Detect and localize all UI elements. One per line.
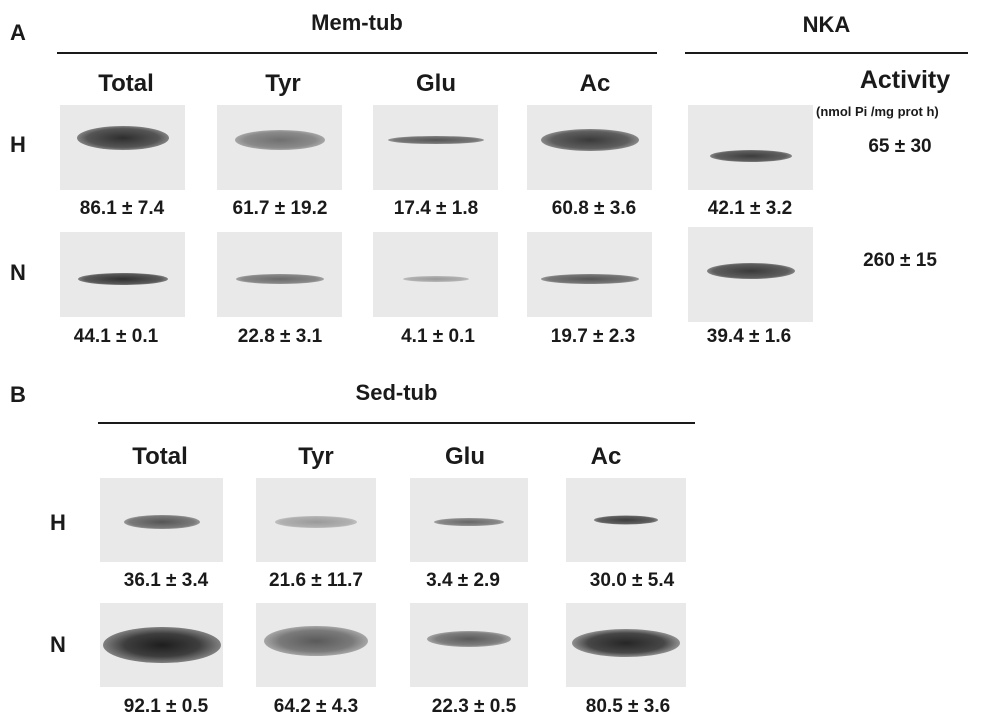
a-value-n-nka: 39.4 ± 1.6 bbox=[706, 326, 792, 347]
band bbox=[123, 515, 200, 529]
a-value-h-tyr: 61.7 ± 19.2 bbox=[232, 198, 328, 219]
mem-tub-title: Mem-tub bbox=[311, 10, 403, 35]
b-row-label-h: H bbox=[50, 510, 66, 535]
a-col-header-ac: Ac bbox=[579, 70, 611, 97]
b-value-n-glu: 22.3 ± 0.5 bbox=[431, 696, 517, 717]
a-row-label-n: N bbox=[10, 260, 26, 285]
a-blot-n-total bbox=[60, 232, 185, 317]
band bbox=[427, 631, 511, 647]
b-blot-n-glu bbox=[410, 603, 528, 687]
band bbox=[235, 273, 324, 284]
b-blot-n-tyr bbox=[256, 603, 376, 687]
b-value-h-ac: 30.0 ± 5.4 bbox=[589, 570, 675, 591]
a-value-h-ac: 60.8 ± 3.6 bbox=[551, 198, 637, 219]
b-blot-h-glu bbox=[410, 478, 528, 562]
a-activity-n: 260 ± 15 bbox=[863, 250, 937, 271]
a-blot-h-total bbox=[60, 105, 185, 190]
a-blot-h-tyr bbox=[217, 105, 342, 190]
band bbox=[264, 626, 368, 656]
b-value-n-ac: 80.5 ± 3.6 bbox=[585, 696, 671, 717]
panel-a-letter: A bbox=[10, 20, 26, 45]
b-blot-h-tyr bbox=[256, 478, 376, 562]
sed-tub-title: Sed-tub bbox=[355, 380, 438, 405]
a-blot-h-glu bbox=[373, 105, 498, 190]
a-value-n-tyr: 22.8 ± 3.1 bbox=[237, 326, 323, 347]
b-col-header-ac: Ac bbox=[590, 443, 622, 470]
band bbox=[709, 149, 792, 162]
a-value-h-glu: 17.4 ± 1.8 bbox=[393, 198, 479, 219]
a-value-n-total: 44.1 ± 0.1 bbox=[73, 326, 159, 347]
b-value-n-tyr: 64.2 ± 4.3 bbox=[273, 696, 359, 717]
band bbox=[76, 125, 169, 150]
a-blot-h-nka bbox=[688, 105, 813, 190]
a-value-h-nka: 42.1 ± 3.2 bbox=[707, 198, 793, 219]
b-value-n-total: 92.1 ± 0.5 bbox=[123, 696, 209, 717]
a-activity-h: 65 ± 30 bbox=[868, 136, 932, 157]
nka-title: NKA bbox=[802, 12, 851, 37]
band bbox=[102, 627, 221, 663]
a-blot-n-ac bbox=[527, 232, 652, 317]
b-col-header-tyr: Tyr bbox=[298, 443, 334, 470]
mem-tub-rule bbox=[57, 52, 657, 54]
panel-b-letter: B bbox=[10, 382, 26, 407]
a-blot-n-glu bbox=[373, 232, 498, 317]
nka-rule bbox=[685, 52, 968, 54]
band bbox=[77, 272, 168, 285]
activity-units: (nmol Pi /mg prot h) bbox=[816, 104, 939, 119]
a-col-header-tyr: Tyr bbox=[265, 70, 301, 97]
a-value-n-glu: 4.1 ± 0.1 bbox=[401, 326, 475, 347]
band bbox=[387, 135, 484, 144]
band bbox=[594, 515, 658, 525]
activity-header: Activity bbox=[859, 66, 951, 94]
b-blot-n-total bbox=[100, 603, 223, 687]
band bbox=[706, 262, 795, 279]
band bbox=[572, 629, 680, 657]
b-value-h-tyr: 21.6 ± 11.7 bbox=[269, 570, 363, 591]
band bbox=[434, 518, 504, 526]
b-blot-n-ac bbox=[566, 603, 686, 687]
a-blot-n-tyr bbox=[217, 232, 342, 317]
b-blot-h-total bbox=[100, 478, 223, 562]
a-col-header-glu: Glu bbox=[416, 70, 456, 97]
a-value-n-ac: 19.7 ± 2.3 bbox=[550, 326, 636, 347]
a-blot-n-nka bbox=[688, 227, 813, 322]
band bbox=[402, 275, 469, 282]
b-value-h-total: 36.1 ± 3.4 bbox=[123, 570, 209, 591]
b-blot-h-ac bbox=[566, 478, 686, 562]
a-blot-h-ac bbox=[527, 105, 652, 190]
b-value-h-glu: 3.4 ± 2.9 bbox=[426, 570, 500, 591]
band bbox=[275, 516, 357, 528]
b-row-label-n: N bbox=[50, 632, 66, 657]
b-col-header-glu: Glu bbox=[445, 443, 485, 470]
a-col-header-total: Total bbox=[98, 70, 154, 97]
a-row-label-h: H bbox=[10, 132, 26, 157]
sed-tub-rule bbox=[98, 422, 695, 424]
band bbox=[234, 129, 325, 150]
band bbox=[540, 273, 639, 284]
a-value-h-total: 86.1 ± 7.4 bbox=[79, 198, 165, 219]
b-col-header-total: Total bbox=[132, 443, 188, 470]
band bbox=[540, 128, 639, 151]
